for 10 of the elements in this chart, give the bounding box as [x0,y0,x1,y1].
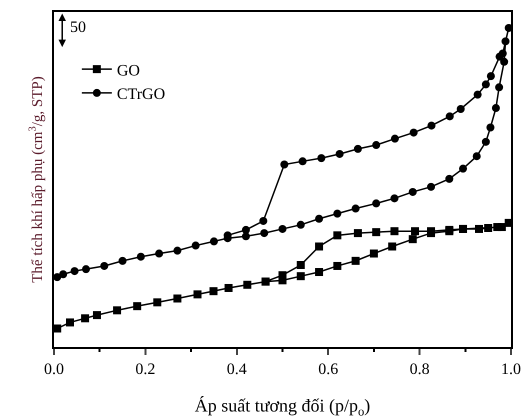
x-tick-label: 1.0 [501,360,521,378]
legend-label: GO [116,62,140,80]
x-tick-label: 0.8 [410,360,430,378]
x-axis-title: Áp suất tương đối (p/p$_{o}$) [194,396,370,418]
x-tick-label: 0.4 [226,360,247,378]
legend-label: CTrGO [116,86,166,104]
x-tick-label: 0.2 [135,360,156,378]
annotation: 50 [70,19,86,36]
x-tick-label: 0.6 [318,360,338,378]
x-tick-label: 0.0 [44,360,64,378]
